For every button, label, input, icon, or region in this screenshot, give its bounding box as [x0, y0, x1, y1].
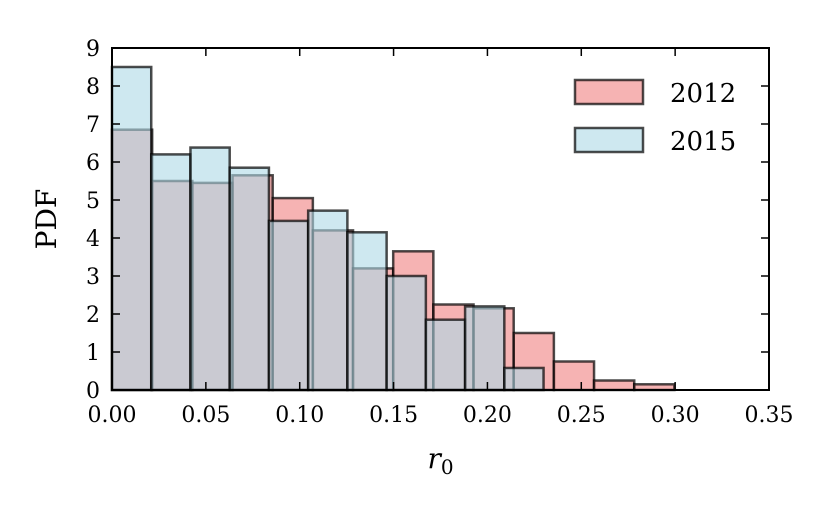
y-tick-label: 4: [86, 227, 100, 252]
y-tick-label: 1: [86, 341, 100, 366]
x-axis-label: r0: [427, 442, 453, 479]
x-tick-label: 0.25: [557, 403, 606, 428]
legend-swatch-2012: [573, 78, 645, 106]
x-tick-label: 0.15: [369, 403, 418, 428]
bar-2015-5: [306, 209, 349, 392]
bar-2015-4: [267, 219, 310, 392]
x-tick-label: 0.35: [745, 403, 794, 428]
x-tick-label: 0.05: [181, 403, 230, 428]
x-axis-label-subscript: 0: [441, 455, 454, 479]
legend-swatch-2015: [573, 126, 645, 154]
y-tick-label: 5: [86, 189, 100, 214]
bar-2012-11: [552, 360, 596, 392]
x-tick-label: 0.30: [651, 403, 700, 428]
y-tick-label: 9: [86, 37, 100, 62]
bar-2015-9: [463, 305, 506, 392]
bar-2015-6: [346, 231, 388, 392]
y-axis-label: PDF: [30, 189, 63, 250]
bars: [110, 65, 676, 392]
bar-2015-7: [385, 274, 428, 392]
bar-2012-12: [592, 379, 636, 392]
y-tick-label: 2: [86, 303, 100, 328]
series-2015: [110, 65, 545, 392]
bar-2015-10: [503, 366, 545, 392]
x-tick-label: 0.20: [463, 403, 512, 428]
y-tick-label: 7: [86, 113, 100, 138]
y-tick-label: 6: [86, 151, 100, 176]
axes-frame: [111, 47, 770, 391]
legend-label-2015: 2015: [670, 127, 736, 157]
legend: 2012 2015: [573, 78, 736, 157]
x-tick-label: 0.10: [275, 403, 324, 428]
ticks: 0.00 0.05 0.10 0.15 0.20 0.25 0.30 0.35 0 1 2 3 4 5 6 7…: [86, 37, 793, 428]
bar-2015-3: [228, 166, 271, 392]
x-tick-label: 0.00: [88, 403, 137, 428]
legend-label-2012: 2012: [670, 79, 736, 109]
bar-2015-8: [424, 318, 467, 392]
y-tick-label: 3: [86, 265, 100, 290]
bar-2015-2: [189, 146, 231, 392]
bar-2015-1: [149, 153, 192, 392]
bar-2015-0: [110, 65, 153, 392]
y-tick-label: 8: [86, 75, 100, 100]
x-axis-label-main: r: [427, 442, 442, 475]
y-tick-label: 0: [86, 379, 100, 404]
